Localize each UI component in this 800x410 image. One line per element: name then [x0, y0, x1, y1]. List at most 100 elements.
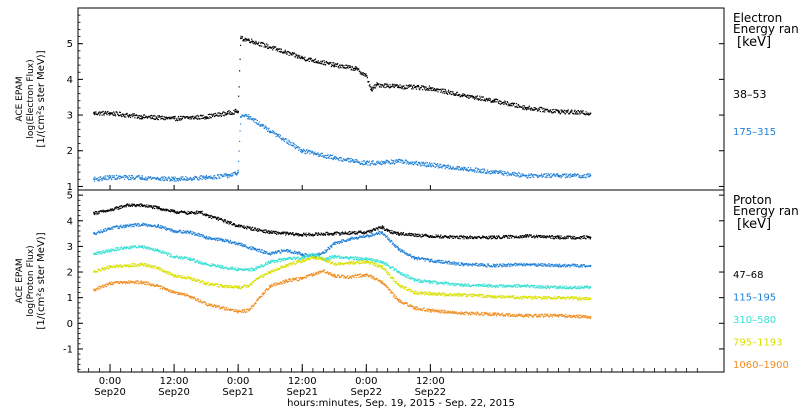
scatter-dot	[124, 178, 126, 180]
data-point	[226, 174, 229, 177]
scatter-dot	[170, 230, 172, 232]
scatter-dot	[220, 218, 222, 220]
scatter-dot	[104, 210, 106, 212]
scatter-dot	[276, 134, 278, 136]
scatter-dot	[557, 173, 559, 175]
scatter-dot	[449, 234, 451, 237]
scatter-dot	[589, 173, 591, 175]
scatter-dot	[559, 111, 561, 113]
scatter-dot	[252, 246, 255, 248]
scatter-dot	[208, 117, 210, 120]
scatter-dot	[518, 104, 520, 106]
scatter-dot	[278, 50, 281, 53]
scatter-dot	[191, 233, 194, 235]
scatter-dot	[451, 93, 453, 95]
scatter-dot	[289, 251, 291, 253]
scatter-dot	[197, 212, 199, 214]
scatter-dot	[263, 251, 266, 253]
scatter-dot	[545, 173, 547, 175]
scatter-dot	[255, 249, 257, 251]
scatter-dot	[362, 74, 364, 76]
scatter-dot	[330, 154, 332, 157]
y-label-line-1: ACE EPAM	[15, 76, 25, 121]
scatter-dot	[544, 236, 546, 238]
scatter-dot	[223, 115, 225, 117]
scatter-dot	[150, 115, 152, 117]
scatter-dot	[395, 231, 397, 233]
scatter-dot	[582, 237, 584, 240]
scatter-dot	[190, 116, 192, 118]
scatter-dot	[105, 249, 108, 251]
scatter-dot	[440, 164, 442, 166]
scatter-dot	[350, 160, 352, 162]
scatter-dot	[98, 231, 100, 233]
scatter-dot	[483, 170, 485, 172]
scatter-dot	[358, 162, 360, 164]
scatter-dot	[122, 113, 124, 116]
scatter-dot	[188, 233, 190, 235]
scatter-dot	[442, 165, 444, 167]
scatter-dot	[275, 136, 277, 138]
scatter-dot	[264, 263, 267, 265]
scatter-dot	[473, 263, 475, 265]
scatter-dot	[206, 117, 209, 119]
scatter-dot	[586, 175, 588, 177]
scatter-dot	[512, 103, 514, 105]
scatter-dot	[416, 257, 418, 259]
scatter-dot	[485, 265, 487, 267]
scatter-dot	[529, 234, 531, 236]
scatter-dot	[295, 257, 297, 259]
scatter-dot	[244, 244, 246, 246]
scatter-dot	[102, 249, 104, 252]
scatter-dot	[491, 100, 493, 102]
scatter-dot	[494, 170, 496, 172]
scatter-dot	[482, 96, 484, 98]
scatter-dot	[488, 170, 491, 173]
scatter-dot	[205, 238, 207, 240]
scatter-dot	[309, 58, 311, 61]
scatter-dot	[305, 232, 307, 234]
scatter-dot	[382, 233, 384, 236]
scatter-dot	[587, 173, 589, 175]
scatter-dot	[475, 237, 477, 240]
scatter-dot	[338, 67, 340, 69]
scatter-dot	[472, 264, 474, 266]
scatter-dot	[312, 60, 314, 62]
scatter-dot	[321, 155, 323, 158]
data-point	[333, 64, 336, 66]
scatter-dot	[383, 263, 385, 265]
scatter-dot	[454, 262, 456, 264]
scatter-dot	[511, 173, 513, 175]
scatter-dot	[239, 242, 241, 245]
scatter-dot	[469, 235, 471, 237]
scatter-dot	[117, 206, 120, 209]
scatter-dot	[462, 168, 464, 170]
scatter-dot	[117, 247, 120, 249]
scatter-dot	[268, 252, 270, 254]
scatter-dot	[527, 108, 529, 110]
scatter-dot	[498, 170, 501, 172]
data-point	[365, 231, 368, 234]
scatter-dot	[414, 163, 416, 165]
scatter-dot	[412, 234, 415, 236]
scatter-dot	[170, 116, 172, 118]
scatter-dot	[380, 86, 382, 88]
data-point	[234, 110, 237, 113]
scatter-dot	[264, 125, 267, 127]
scatter-dot	[565, 236, 567, 238]
scatter-dot	[193, 178, 196, 180]
scatter-dot	[263, 264, 266, 267]
scatter-dot	[299, 147, 301, 149]
scatter-dot	[326, 233, 329, 236]
scatter-dot	[228, 110, 230, 112]
scatter-dot	[156, 248, 159, 250]
scatter-dot	[351, 158, 354, 161]
scatter-dot	[461, 262, 464, 264]
scatter-dot	[409, 232, 411, 234]
scatter-dot	[169, 180, 171, 182]
scatter-dot	[579, 175, 581, 177]
scatter-dot	[289, 144, 291, 146]
scatter-dot	[384, 235, 386, 237]
data-point	[93, 232, 95, 235]
scatter-dot	[128, 115, 130, 117]
